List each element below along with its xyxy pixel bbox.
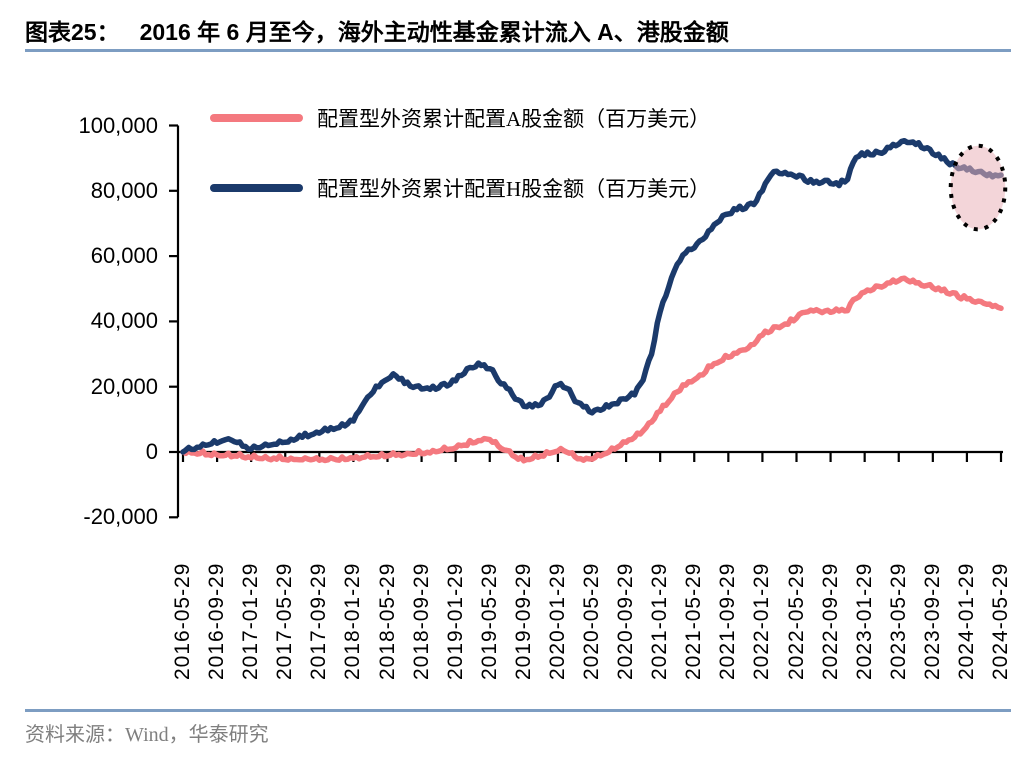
- x-axis-date-label: 2022-05-29: [784, 562, 808, 680]
- x-axis-date-label: 2018-05-29: [375, 562, 399, 680]
- x-axis-date-label: 2024-05-29: [989, 562, 1012, 680]
- chart-title-row: 图表25： 2016 年 6 月至今，海外主动性基金累计流入 A、港股金额: [25, 13, 729, 47]
- x-axis-date-label: 2019-01-29: [443, 562, 467, 680]
- legend-item-a-share: 配置型外资累计配置A股金额（百万美元）: [210, 103, 710, 133]
- a-share-legend-label: 配置型外资累计配置A股金额（百万美元）: [317, 107, 711, 131]
- x-axis-date-label: 2022-01-29: [750, 562, 774, 680]
- x-axis-date-label: 2018-01-29: [341, 562, 365, 680]
- x-axis-date-label: 2017-01-29: [239, 562, 263, 680]
- h-share-legend-label: 配置型外资累计配置H股金额（百万美元）: [317, 177, 711, 201]
- x-axis-date-label: 2017-09-29: [307, 562, 331, 680]
- x-axis-date-label: 2021-01-29: [648, 562, 672, 680]
- y-axis-tick-label: 40,000: [90, 308, 158, 334]
- footer-divider-line: [25, 709, 1011, 712]
- y-axis-tick-label: 60,000: [90, 243, 158, 269]
- highlight-ellipse-annotation: [948, 143, 1008, 232]
- x-axis-date-label: 2023-05-29: [886, 562, 910, 680]
- x-axis-date-label: 2017-05-29: [273, 562, 297, 680]
- x-axis-date-label: 2019-05-29: [477, 562, 501, 680]
- x-axis-date-label: 2021-05-29: [682, 562, 706, 680]
- y-axis-tick-label: 80,000: [90, 177, 158, 203]
- x-axis-date-label: 2016-09-29: [205, 562, 229, 680]
- y-axis-tick-label: 20,000: [90, 373, 158, 399]
- h-share-line-swatch: [210, 184, 303, 192]
- a-share-line-swatch: [210, 114, 303, 122]
- legend-item-h-share: 配置型外资累计配置H股金额（百万美元）: [210, 173, 710, 203]
- y-axis-tick-label: -20,000: [83, 504, 158, 530]
- y-axis-tick-label: 100,000: [78, 112, 158, 138]
- x-axis-date-label: 2023-01-29: [852, 562, 876, 680]
- x-axis-date-label: 2020-01-29: [545, 562, 569, 680]
- a-share-line: [180, 275, 1004, 464]
- y-axis-tick-label: 0: [145, 439, 158, 464]
- x-axis-date-label: 2020-05-29: [580, 562, 603, 680]
- chart-title: 2016 年 6 月至今，海外主动性基金累计流入 A、港股金额: [139, 19, 729, 45]
- title-divider-line: [25, 49, 1011, 52]
- x-axis-date-label: 2024-01-29: [954, 562, 978, 680]
- x-axis-date-label: 2019-09-29: [511, 562, 535, 680]
- x-axis-date-label: 2023-09-29: [920, 562, 944, 680]
- x-axis-date-label: 2021-09-29: [716, 562, 740, 680]
- x-axis-date-label: 2018-09-29: [409, 562, 433, 680]
- source-note: 资料来源：Wind，华泰研究: [25, 724, 269, 746]
- chart-number-label: 图表25：: [25, 19, 120, 45]
- h-share-line: [180, 137, 1004, 455]
- x-axis-date-label: 2022-09-29: [818, 562, 842, 680]
- x-axis-date-label: 2020-09-29: [614, 562, 638, 680]
- x-axis-date-label: 2016-05-29: [171, 562, 194, 680]
